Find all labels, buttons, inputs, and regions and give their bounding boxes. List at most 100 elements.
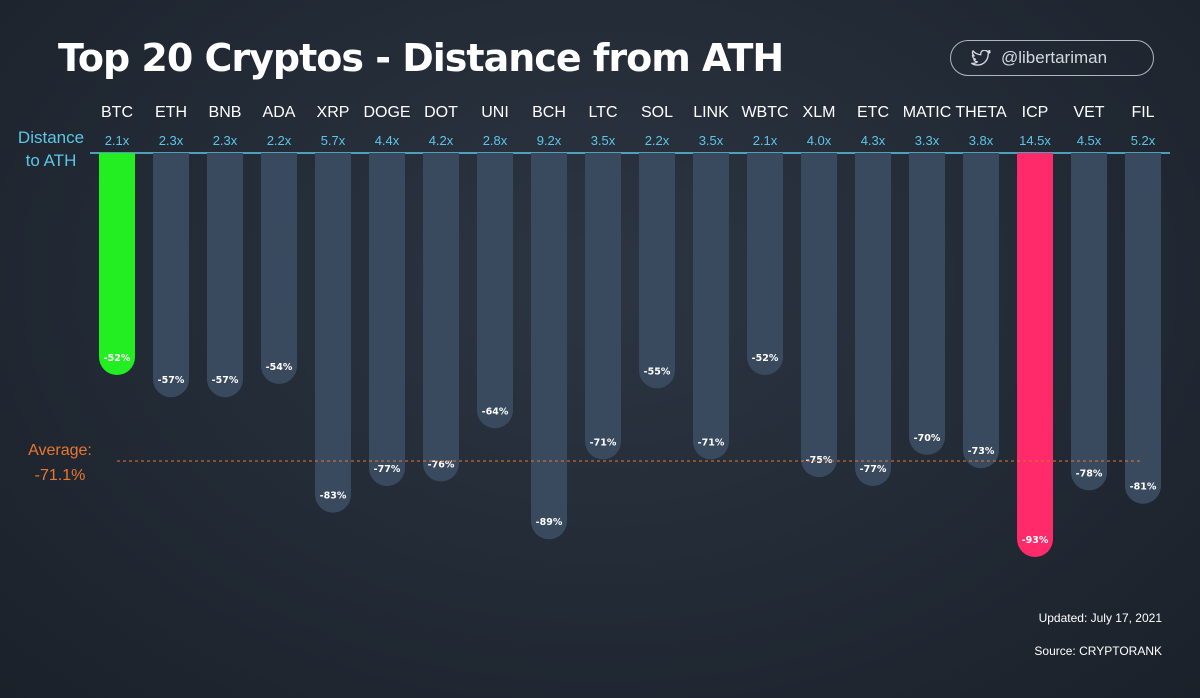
twitter-bird-icon — [971, 49, 991, 66]
value-label-wbtc: -52% — [752, 353, 779, 364]
multiplier-label-bch: 9.2x — [537, 133, 562, 148]
multiplier-label-doge: 4.4x — [375, 133, 400, 148]
bar-group-etc: ETC 4.3x -77% — [855, 104, 891, 486]
value-label-bnb: -57% — [212, 375, 239, 386]
multiplier-label-theta: 3.8x — [969, 133, 994, 148]
bar-group-vet: VET 4.5x -78% — [1071, 104, 1107, 491]
bar-fil — [1125, 153, 1161, 504]
bar-group-eth: ETH 2.3x -57% — [153, 104, 189, 398]
value-label-link: -71% — [698, 437, 725, 448]
bar-ltc — [585, 153, 621, 460]
bar-dot — [423, 153, 459, 482]
value-label-dot: -76% — [428, 460, 455, 471]
bar-group-xrp: XRP 5.7x -83% — [315, 104, 351, 513]
tick-label-ada: ADA — [263, 104, 296, 121]
multiplier-label-matic: 3.3x — [915, 133, 940, 148]
updated-date: Updated: July 17, 2021 — [1038, 611, 1162, 625]
tick-label-link: LINK — [693, 104, 729, 121]
multiplier-label-icp: 14.5x — [1019, 133, 1051, 148]
bar-wbtc — [747, 153, 783, 375]
bar-group-bch: BCH 9.2x -89% — [531, 104, 567, 540]
tick-label-theta: THETA — [955, 104, 1007, 121]
bar-matic — [909, 153, 945, 455]
value-label-uni: -64% — [482, 406, 509, 417]
value-label-bch: -89% — [536, 517, 563, 528]
tick-label-matic: MATIC — [903, 104, 952, 121]
bar-vet — [1071, 153, 1107, 491]
twitter-handle-badge[interactable]: @libertariman — [950, 40, 1154, 76]
value-label-btc: -52% — [104, 353, 131, 364]
bar-group-matic: MATIC 3.3x -70% — [903, 104, 952, 455]
average-label: Average: -71.1% — [10, 438, 110, 488]
value-label-doge: -77% — [374, 464, 401, 475]
bar-group-bnb: BNB 2.3x -57% — [207, 104, 243, 398]
multiplier-label-btc: 2.1x — [105, 133, 130, 148]
multiplier-label-vet: 4.5x — [1077, 133, 1102, 148]
multiplier-label-uni: 2.8x — [483, 133, 508, 148]
tick-label-dot: DOT — [424, 104, 458, 121]
tick-label-xrp: XRP — [317, 104, 350, 121]
value-label-xrp: -83% — [320, 491, 347, 502]
tick-label-wbtc: WBTC — [741, 104, 788, 121]
bar-icp — [1017, 153, 1053, 557]
bar-xrp — [315, 153, 351, 513]
tick-label-fil: FIL — [1131, 104, 1154, 121]
bar-uni — [477, 153, 513, 429]
bar-doge — [369, 153, 405, 486]
bar-group-doge: DOGE 4.4x -77% — [363, 104, 411, 486]
multiplier-label-etc: 4.3x — [861, 133, 886, 148]
value-label-eth: -57% — [158, 375, 185, 386]
chart-title: Top 20 Cryptos - Distance from ATH — [58, 36, 784, 80]
tick-label-bch: BCH — [532, 104, 566, 121]
bar-eth — [153, 153, 189, 398]
multiplier-label-dot: 4.2x — [429, 133, 454, 148]
tick-label-doge: DOGE — [363, 104, 410, 121]
tick-label-ltc: LTC — [588, 104, 617, 121]
tick-label-vet: VET — [1073, 104, 1104, 121]
average-value-text: -71.1% — [34, 467, 86, 484]
bar-etc — [855, 153, 891, 486]
value-label-etc: -77% — [860, 464, 887, 475]
tick-label-xlm: XLM — [803, 104, 836, 121]
distance-label-line1: Distance — [17, 128, 85, 147]
multiplier-label-fil: 5.2x — [1131, 133, 1156, 148]
twitter-handle-text: @libertariman — [1001, 48, 1108, 67]
tick-label-bnb: BNB — [209, 104, 242, 121]
value-label-theta: -73% — [968, 446, 995, 457]
multiplier-label-xrp: 5.7x — [321, 133, 346, 148]
tick-label-icp: ICP — [1022, 104, 1049, 121]
average-label-text: Average: — [28, 442, 92, 459]
value-label-ada: -54% — [266, 362, 293, 373]
value-label-matic: -70% — [914, 433, 941, 444]
tick-label-eth: ETH — [155, 104, 187, 121]
distance-label-line2: to ATH — [25, 151, 77, 170]
bar-group-ada: ADA 2.2x -54% — [261, 104, 297, 384]
bar-group-dot: DOT 4.2x -76% — [423, 104, 459, 482]
bar-link — [693, 153, 729, 460]
value-label-fil: -81% — [1130, 482, 1157, 493]
tick-label-etc: ETC — [857, 104, 889, 121]
bar-ada — [261, 153, 297, 384]
bar-group-uni: UNI 2.8x -64% — [477, 104, 513, 429]
value-label-icp: -93% — [1022, 535, 1049, 546]
bar-sol — [639, 153, 675, 389]
bar-bch — [531, 153, 567, 540]
value-label-ltc: -71% — [590, 437, 617, 448]
tick-label-uni: UNI — [481, 104, 509, 121]
bar-group-ltc: LTC 3.5x -71% — [585, 104, 621, 460]
value-label-vet: -78% — [1076, 468, 1103, 479]
value-label-sol: -55% — [644, 366, 671, 377]
multiplier-label-ltc: 3.5x — [591, 133, 616, 148]
bar-group-btc: BTC 2.1x -52% — [99, 104, 135, 375]
multiplier-label-bnb: 2.3x — [213, 133, 238, 148]
multiplier-label-ada: 2.2x — [267, 133, 292, 148]
multiplier-label-eth: 2.3x — [159, 133, 184, 148]
bar-group-sol: SOL 2.2x -55% — [639, 104, 675, 389]
bar-group-icp: ICP 14.5x -93% — [1017, 104, 1053, 557]
multiplier-label-xlm: 4.0x — [807, 133, 832, 148]
bar-bnb — [207, 153, 243, 398]
bar-theta — [963, 153, 999, 469]
multiplier-label-link: 3.5x — [699, 133, 724, 148]
